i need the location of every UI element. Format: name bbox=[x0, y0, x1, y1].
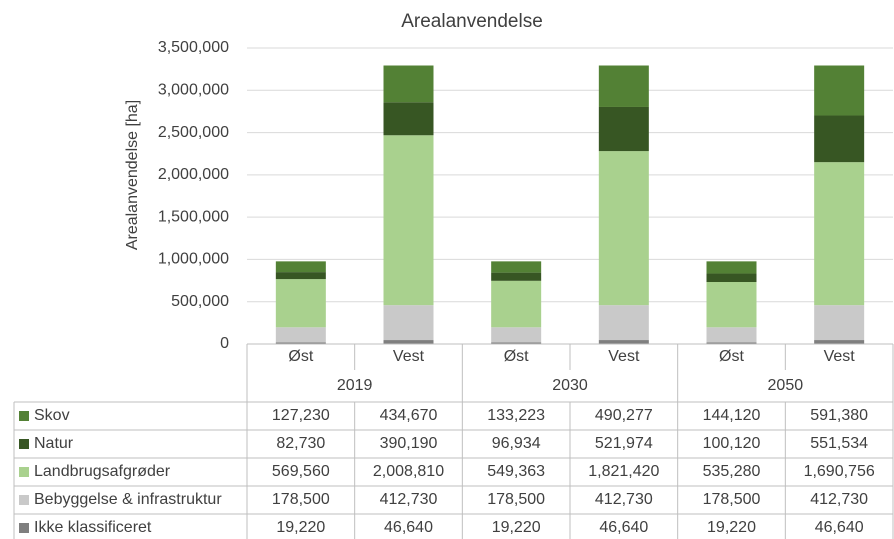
table-cell: 19,220 bbox=[492, 519, 541, 536]
legend-label: Ikke klassificeret bbox=[34, 519, 152, 536]
bar-segment bbox=[383, 65, 434, 103]
bar-segment bbox=[598, 340, 649, 344]
y-tick-label: 1,000,000 bbox=[158, 251, 229, 268]
group-label: 2019 bbox=[337, 377, 373, 394]
y-axis-label: Arealanvendelse [ha] bbox=[124, 100, 141, 250]
table-cell: 46,640 bbox=[599, 519, 648, 536]
table-cell: 178,500 bbox=[703, 491, 761, 508]
table-cell: 434,670 bbox=[380, 407, 438, 424]
table-cell: 1,821,420 bbox=[588, 463, 659, 480]
table-cell: 178,500 bbox=[487, 491, 545, 508]
bar-segment bbox=[706, 282, 757, 328]
table-cell: 144,120 bbox=[703, 407, 761, 424]
bar-segment bbox=[491, 327, 542, 343]
table-cell: 100,120 bbox=[703, 435, 761, 452]
category-label: Øst bbox=[504, 348, 529, 365]
table-cell: 82,730 bbox=[276, 435, 325, 452]
bar-segment bbox=[491, 342, 542, 344]
bar-segment bbox=[275, 261, 326, 273]
bar-segment bbox=[275, 272, 326, 280]
bar-segment bbox=[383, 102, 434, 136]
category-label: Øst bbox=[288, 348, 313, 365]
table-cell: 2,008,810 bbox=[373, 463, 444, 480]
table-cell: 1,690,756 bbox=[804, 463, 875, 480]
chart-title: Arealanvendelse bbox=[401, 11, 543, 32]
table-cell: 19,220 bbox=[276, 519, 325, 536]
bar-segment bbox=[598, 151, 649, 306]
table-cell: 127,230 bbox=[272, 407, 330, 424]
category-label: Vest bbox=[824, 348, 856, 365]
legend-label: Skov bbox=[34, 407, 70, 424]
table-cell: 521,974 bbox=[595, 435, 653, 452]
bar-segment bbox=[598, 106, 649, 152]
legend-label: Landbrugsafgrøder bbox=[34, 463, 171, 480]
y-tick-label: 2,500,000 bbox=[158, 124, 229, 141]
bar-segment bbox=[706, 327, 757, 343]
table-cell: 96,934 bbox=[492, 435, 541, 452]
table-cell: 19,220 bbox=[707, 519, 756, 536]
table-cell: 46,640 bbox=[815, 519, 864, 536]
bar-segment bbox=[814, 65, 865, 116]
bar-segment bbox=[491, 280, 542, 328]
bar-segment bbox=[491, 272, 542, 281]
legend-swatch bbox=[19, 467, 29, 477]
bar-segment bbox=[598, 65, 649, 107]
table-cell: 412,730 bbox=[810, 491, 868, 508]
bar-segment bbox=[383, 135, 434, 306]
bar-segment bbox=[275, 279, 326, 328]
bar-segment bbox=[814, 340, 865, 344]
table-cell: 412,730 bbox=[595, 491, 653, 508]
category-label: Vest bbox=[393, 348, 425, 365]
bar-segment bbox=[383, 340, 434, 344]
y-tick-label: 3,500,000 bbox=[158, 39, 229, 56]
bar-segment bbox=[275, 342, 326, 344]
group-label: 2050 bbox=[768, 377, 804, 394]
legend-label: Natur bbox=[34, 435, 74, 452]
group-label: 2030 bbox=[552, 377, 588, 394]
y-tick-label: 3,000,000 bbox=[158, 82, 229, 99]
bar-segment bbox=[814, 115, 865, 163]
y-tick-label: 500,000 bbox=[171, 293, 229, 310]
legend-label: Bebyggelse & infrastruktur bbox=[34, 491, 222, 508]
y-tick-label: 1,500,000 bbox=[158, 208, 229, 225]
category-label: Vest bbox=[608, 348, 640, 365]
bar-segment bbox=[275, 327, 326, 343]
category-label: Øst bbox=[719, 348, 744, 365]
legend-swatch bbox=[19, 523, 29, 533]
table-cell: 390,190 bbox=[380, 435, 438, 452]
table-cell: 591,380 bbox=[810, 407, 868, 424]
table-cell: 535,280 bbox=[703, 463, 761, 480]
bar-segment bbox=[491, 261, 542, 273]
y-tick-label: 2,000,000 bbox=[158, 166, 229, 183]
bar-segment bbox=[383, 305, 434, 341]
table-cell: 133,223 bbox=[487, 407, 545, 424]
y-tick-label: 0 bbox=[220, 335, 229, 352]
bar-segment bbox=[706, 342, 757, 344]
legend-swatch bbox=[19, 495, 29, 505]
bar-segment bbox=[706, 261, 757, 274]
table-cell: 412,730 bbox=[380, 491, 438, 508]
bar-segment bbox=[598, 305, 649, 341]
bar-segment bbox=[706, 273, 757, 283]
bar-segment bbox=[814, 305, 865, 341]
table-cell: 178,500 bbox=[272, 491, 330, 508]
table-cell: 490,277 bbox=[595, 407, 653, 424]
table-cell: 46,640 bbox=[384, 519, 433, 536]
table-cell: 569,560 bbox=[272, 463, 330, 480]
table-cell: 549,363 bbox=[487, 463, 545, 480]
legend-swatch bbox=[19, 411, 29, 421]
table-cell: 551,534 bbox=[810, 435, 868, 452]
bar-segment bbox=[814, 162, 865, 306]
legend-swatch bbox=[19, 439, 29, 449]
